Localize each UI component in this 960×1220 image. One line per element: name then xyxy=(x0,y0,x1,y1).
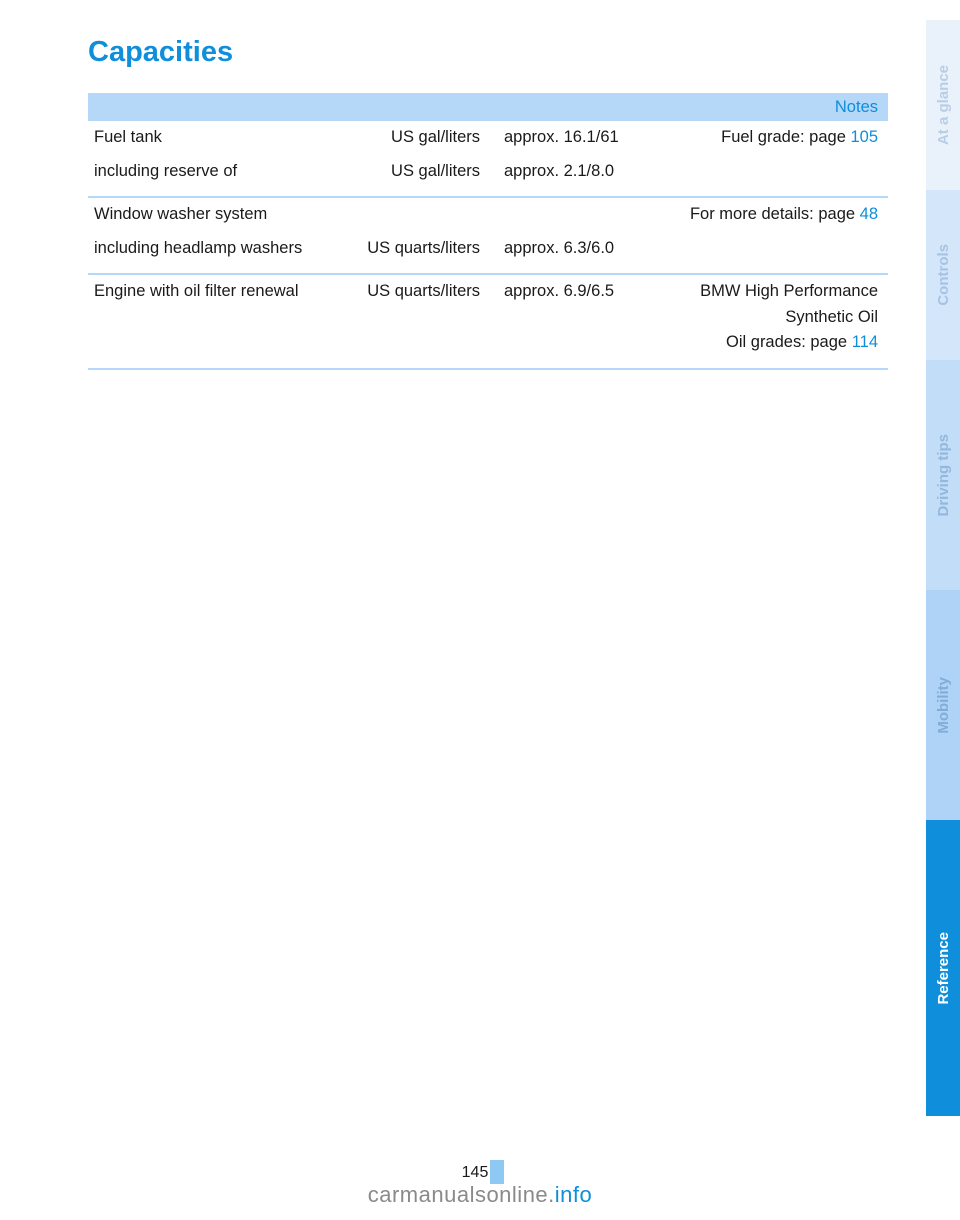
side-tab[interactable]: Reference xyxy=(926,820,960,1116)
side-tab-label: Reference xyxy=(935,932,952,1005)
side-tabs: At a glance Controls Driving tips Mobility R… xyxy=(926,20,960,1160)
cell-value: approx. 16.1/61 xyxy=(498,121,668,155)
row-separator xyxy=(88,188,888,197)
table-row: Fuel tankUS gal/litersapprox. 16.1/61Fue… xyxy=(88,121,888,155)
page-ref-link[interactable]: 114 xyxy=(852,333,878,351)
cell-note: Fuel grade: page 105 xyxy=(668,121,888,155)
page-title: Capacities xyxy=(88,36,870,69)
table-row: Window washer system For more details: pa… xyxy=(88,197,888,232)
cell-item: Engine with oil filter renewal xyxy=(88,274,338,360)
header-empty-2 xyxy=(338,93,498,121)
table-row: including reserve ofUS gal/litersapprox.… xyxy=(88,155,888,189)
cell-value: approx. 2.1/8.0 xyxy=(498,155,668,189)
cell-unit: US quarts/liters xyxy=(338,232,498,266)
cell-unit xyxy=(338,197,498,232)
cell-note xyxy=(668,232,888,266)
cell-note: For more details: page 48 xyxy=(668,197,888,232)
cell-note xyxy=(668,155,888,189)
cell-value: approx. 6.9/6.5 xyxy=(498,274,668,360)
watermark: carmanualsonline.info xyxy=(0,1182,960,1208)
footer: 145 carmanualsonline.info xyxy=(0,1162,960,1208)
cell-item: Fuel tank xyxy=(88,121,338,155)
capacities-table: Notes Fuel tankUS gal/litersapprox. 16.1… xyxy=(88,93,888,370)
cell-value: approx. 6.3/6.0 xyxy=(498,232,668,266)
row-separator xyxy=(88,360,888,369)
page-ref-link[interactable]: 105 xyxy=(850,128,878,146)
page-number-wrap: 145 xyxy=(456,1162,505,1184)
row-separator xyxy=(88,265,888,274)
table-row: Engine with oil filter renewalUS quarts/… xyxy=(88,274,888,360)
side-tab[interactable]: Driving tips xyxy=(926,360,960,590)
side-tab[interactable]: At a glance xyxy=(926,20,960,190)
side-tab-label: Driving tips xyxy=(935,434,952,517)
page-ref-link[interactable]: 48 xyxy=(860,205,878,223)
side-tab-label: Controls xyxy=(935,244,952,306)
watermark-plain: carmanualsonline. xyxy=(368,1182,555,1207)
header-empty-1 xyxy=(88,93,338,121)
cell-unit: US gal/liters xyxy=(338,121,498,155)
cell-unit: US quarts/liters xyxy=(338,274,498,360)
cell-note: BMW High Performance Synthetic OilOil gr… xyxy=(668,274,888,360)
header-notes: Notes xyxy=(668,93,888,121)
cell-item: including reserve of xyxy=(88,155,338,189)
table-row: including headlamp washersUS quarts/lite… xyxy=(88,232,888,266)
side-tab-label: Mobility xyxy=(935,677,952,734)
cell-value xyxy=(498,197,668,232)
cell-item: including headlamp washers xyxy=(88,232,338,266)
watermark-accent: info xyxy=(555,1182,592,1207)
page-marker xyxy=(490,1160,504,1184)
cell-item: Window washer system xyxy=(88,197,338,232)
cell-unit: US gal/liters xyxy=(338,155,498,189)
page-number: 145 xyxy=(462,1164,489,1181)
header-empty-3 xyxy=(498,93,668,121)
side-tab-label: At a glance xyxy=(935,65,952,145)
side-tab[interactable]: Controls xyxy=(926,190,960,360)
side-tab[interactable]: Mobility xyxy=(926,590,960,820)
